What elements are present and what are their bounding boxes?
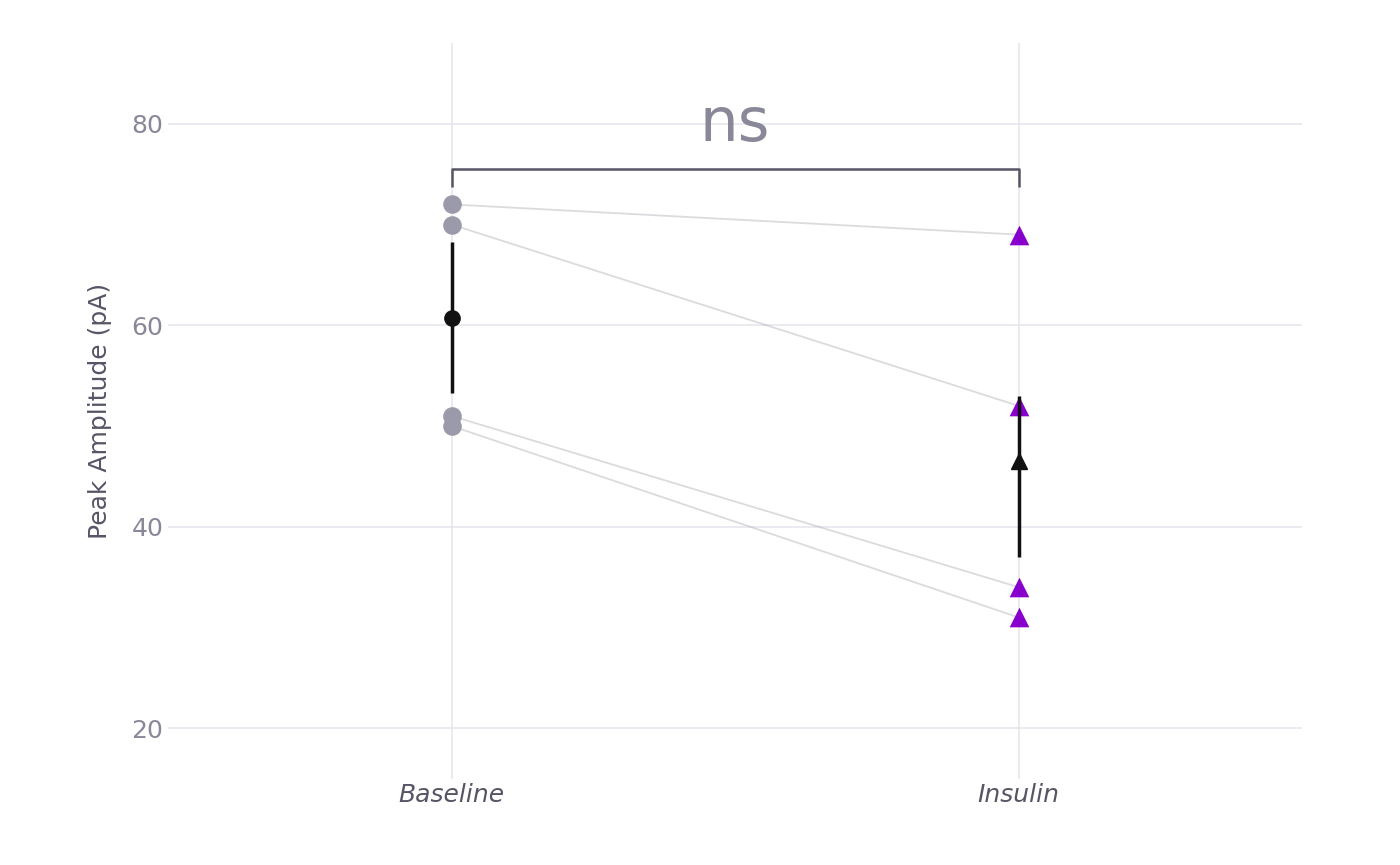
Y-axis label: Peak Amplitude (pA): Peak Amplitude (pA): [88, 283, 112, 539]
Point: [440, 218, 462, 232]
Text: ns: ns: [700, 95, 770, 154]
Point: [1008, 399, 1030, 413]
Point: [440, 197, 462, 211]
Point: [1008, 611, 1030, 625]
Point: [440, 419, 462, 432]
Point: [440, 409, 462, 423]
Point: [1008, 580, 1030, 594]
Point: [1008, 227, 1030, 241]
